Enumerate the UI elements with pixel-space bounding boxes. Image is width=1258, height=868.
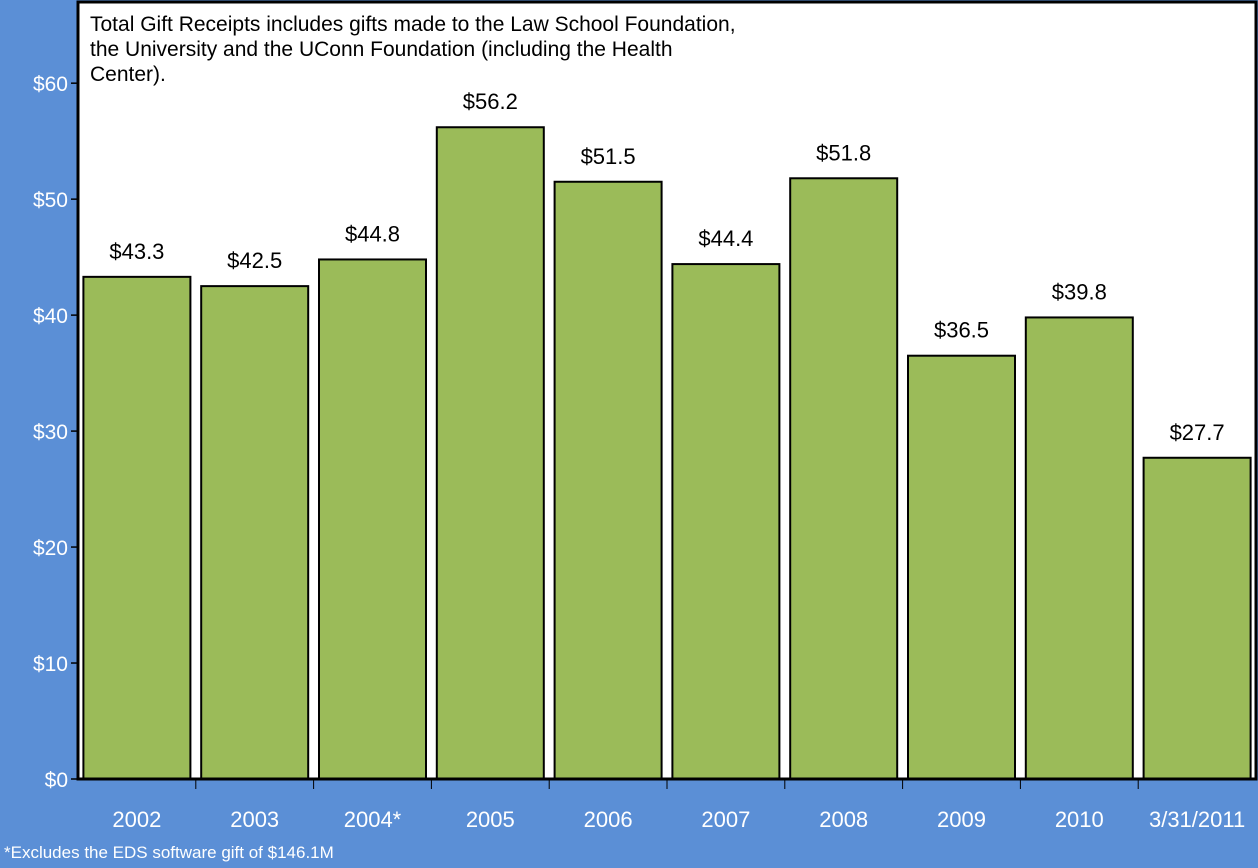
y-tick-label: $50	[33, 189, 68, 212]
x-tick-label: 2002	[112, 807, 161, 832]
data-label: $44.8	[345, 221, 400, 246]
chart-footnote: *Excludes the EDS software gift of $146.…	[4, 843, 334, 862]
data-label: $44.4	[698, 226, 753, 251]
x-tick-label: 3/31/2011	[1149, 807, 1245, 832]
data-label: $51.5	[581, 144, 636, 169]
x-tick-label: 2009	[937, 807, 986, 832]
y-tick-label: $0	[45, 769, 68, 792]
data-label: $42.5	[227, 248, 282, 273]
bar	[671, 263, 781, 780]
x-tick-label: 2010	[1055, 807, 1104, 832]
y-tick-label: $10	[33, 653, 68, 676]
x-tick-label: 2003	[230, 807, 279, 832]
x-tick-label: 2007	[701, 807, 750, 832]
bar	[82, 275, 192, 780]
bar	[435, 126, 545, 781]
data-label: $36.5	[934, 318, 989, 343]
x-tick-label: 2006	[584, 807, 633, 832]
y-tick-label: $40	[33, 305, 68, 328]
bar	[200, 285, 310, 780]
y-tick-label: $30	[33, 421, 68, 444]
data-label: $51.8	[816, 140, 871, 165]
bar	[1024, 316, 1134, 780]
x-tick-label: 2004*	[344, 807, 402, 832]
bar	[907, 354, 1016, 780]
y-tick-label: $60	[33, 73, 68, 96]
x-tick-label: 2008	[819, 807, 868, 832]
bar	[553, 180, 663, 781]
chart-annotation: Total Gift Receipts includes gifts made …	[90, 13, 736, 86]
bar	[318, 258, 427, 780]
x-tick-label: 2005	[466, 807, 515, 832]
bar	[1142, 456, 1252, 780]
data-label: $39.8	[1052, 279, 1107, 304]
data-label: $43.3	[109, 239, 164, 264]
data-label: $56.2	[463, 89, 518, 114]
bar	[789, 177, 899, 781]
y-tick-label: $20	[33, 537, 68, 560]
data-label: $27.7	[1170, 420, 1225, 445]
